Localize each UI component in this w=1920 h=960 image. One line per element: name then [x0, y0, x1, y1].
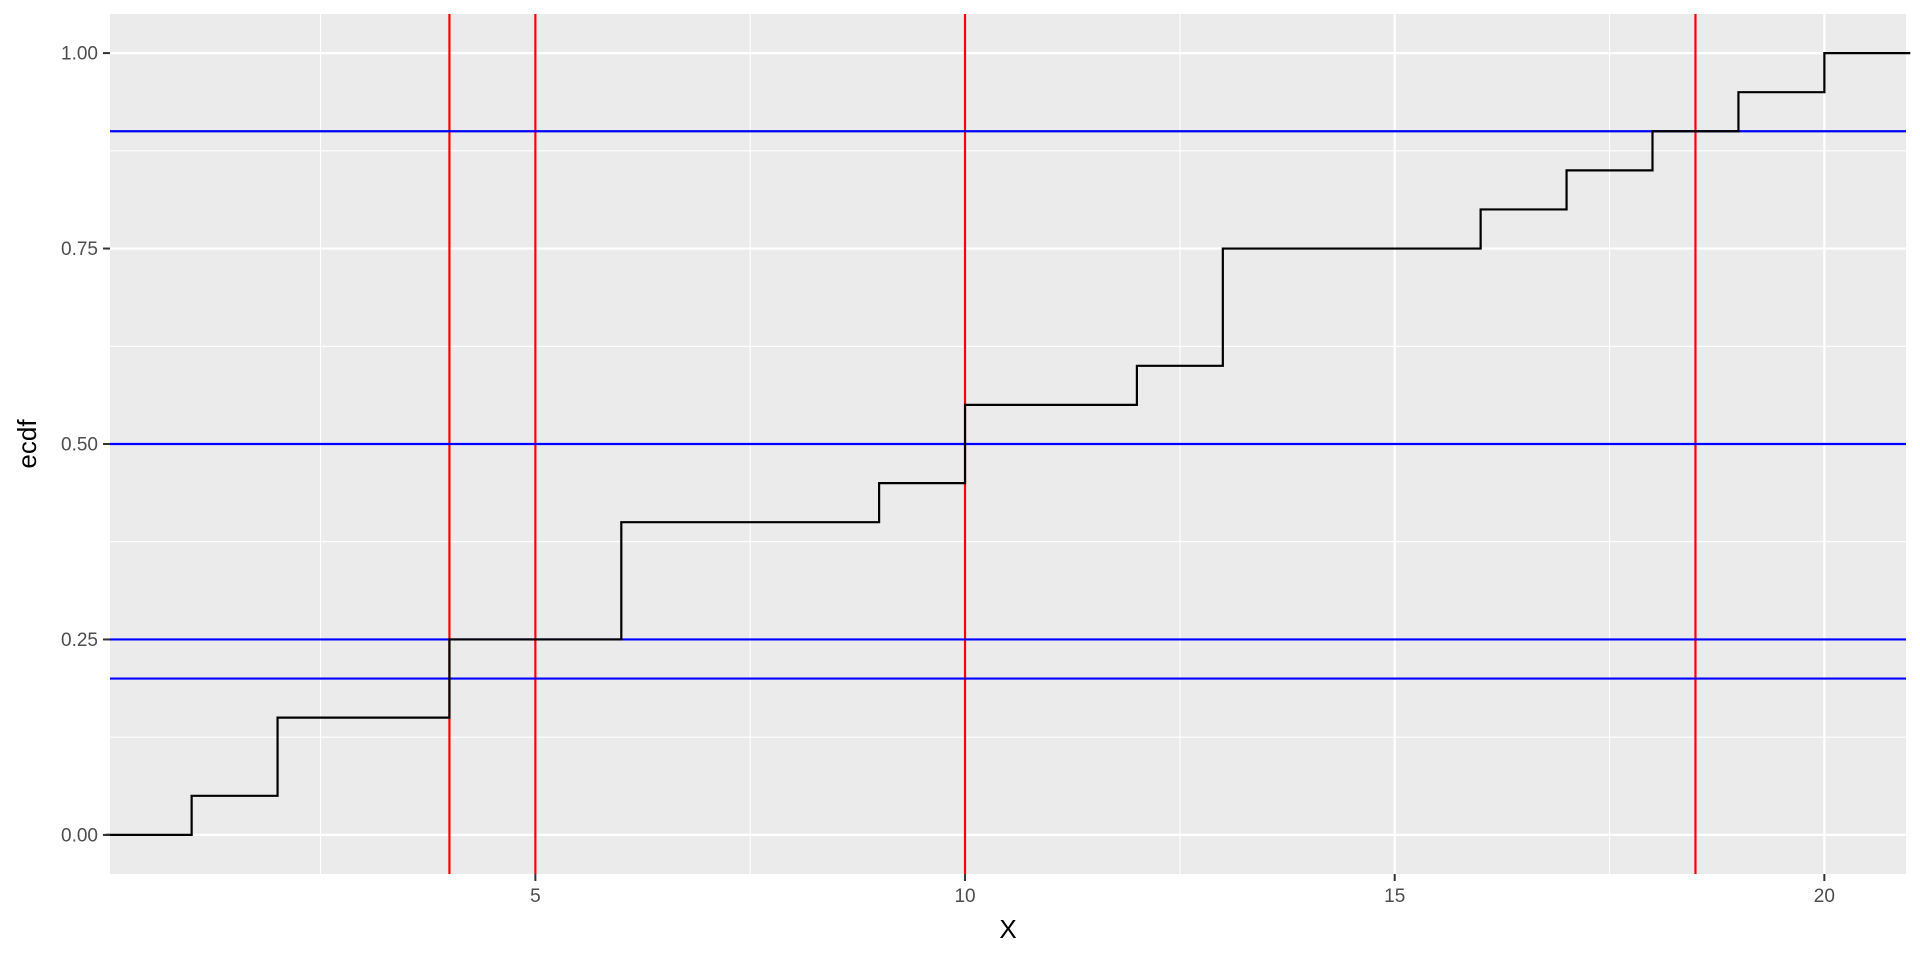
- y-tick-label-4: 1.00: [61, 44, 98, 65]
- y-axis: 0.00 0.25 0.50 0.75 1.00: [61, 44, 110, 846]
- y-tick-label-1: 0.25: [61, 630, 98, 651]
- x-tick-label-1: 10: [954, 886, 975, 907]
- y-axis-title: ecdf: [12, 419, 42, 469]
- y-tick-label-0: 0.00: [61, 825, 98, 846]
- x-tick-label-0: 5: [530, 886, 541, 907]
- ecdf-step-line-0: [105, 51, 1911, 837]
- ecdf-step-series: [105, 51, 1911, 837]
- x-axis: 5 10 15 20: [530, 874, 1835, 907]
- x-axis-title: X: [999, 914, 1016, 944]
- y-tick-label-2: 0.50: [61, 435, 98, 456]
- blue-horizontal-reference-lines: [110, 130, 1906, 680]
- x-tick-label-3: 20: [1814, 886, 1835, 907]
- y-tick-label-3: 0.75: [61, 239, 98, 260]
- x-tick-label-2: 15: [1384, 886, 1405, 907]
